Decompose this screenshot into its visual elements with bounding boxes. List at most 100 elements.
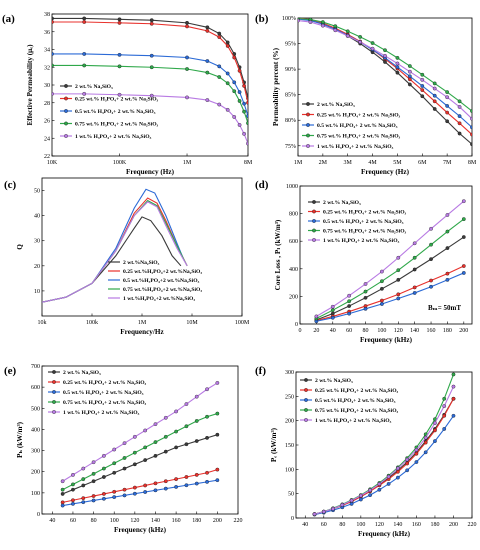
x-tick-label: 220 [468,522,477,528]
data-point [423,435,428,440]
data-point [122,493,127,498]
data-point [232,89,237,94]
data-point [396,475,400,480]
panel-label: (d) [255,179,269,191]
data-point [414,447,419,452]
data-point [205,387,209,392]
plot-frame [297,17,473,157]
data-point [237,123,242,127]
legend-marker-3 [306,123,310,127]
data-point [345,34,350,38]
data-point [368,488,372,493]
x-tick-label: 5M [393,160,402,166]
legend-marker-4 [304,408,308,412]
data-point [432,81,437,86]
data-point [184,424,189,429]
data-point [122,466,127,471]
data-point [205,25,210,30]
data-point [349,498,354,503]
y-tick-label: 700 [31,364,40,370]
data-point [432,93,437,98]
y-tick-label: 250 [285,394,294,400]
data-point [246,100,248,105]
series-line-1 [316,236,465,321]
data-point [91,460,96,465]
data-point [82,63,87,68]
data-point [407,69,412,74]
plot-frame [299,185,473,325]
legend-label-3: 0.5 wt.% H₃PO₄+ 2 wt.% Na₂SiO₃ [75,109,156,115]
data-point [217,64,222,69]
chart-panel-c: 10 20 30 40 50 10k 100k 1M 10M 100M Frequency/Hz Q (… [4,177,250,336]
data-point [405,468,410,473]
y-tick-label: 0 [37,512,40,518]
y-tick-label: 90% [285,67,296,73]
data-point [412,285,417,290]
y-tick-label: 85% [285,93,296,99]
legend-marker-3 [52,390,56,394]
data-point [60,492,65,496]
x-tick-label: 180 [443,328,452,334]
data-point [52,92,54,96]
data-point [149,21,154,26]
x-tick-label: 140 [151,518,160,524]
series-line-5 [316,200,465,317]
data-point [132,485,137,490]
plot-area [298,18,472,147]
panel-label: (f) [255,365,266,377]
x-tick-label: 10k [38,320,47,326]
data-point [370,41,375,45]
chart-panel-a: 22 24 26 28 30 32 34 36 38 10K 100K 1M 8M Frequency (… [2,12,253,176]
series-line-2 [62,469,218,503]
series-line-4 [52,64,248,124]
series-line-5 [62,382,218,482]
legend-label-1: 2 wt.% Na₂SiO₃ [317,102,355,108]
data-point [451,384,456,389]
legend-label-2: 0.25 wt.% H₃PO₄+ 2 wt.% Na₂SiO₃ [75,97,159,103]
data-point [194,439,199,443]
data-point [143,490,148,494]
data-point [185,24,189,29]
panel-label: (a) [2,13,15,25]
data-point [117,17,122,22]
data-point [470,132,472,137]
y-tick-label: 400 [289,267,298,273]
x-tick-label: 10M [186,320,198,326]
legend-marker-2 [64,96,68,101]
data-point [205,479,209,484]
y-tick-label: 500 [31,406,40,412]
data-point [442,404,447,408]
data-point [185,20,189,25]
data-point [71,501,75,506]
data-point [149,53,154,58]
x-tick-label: 3M [344,160,353,166]
data-point [102,475,106,479]
data-point [412,291,417,295]
data-point [217,31,222,36]
legend-marker-4 [64,121,68,126]
y-axis-label: Pₕ (kW/m³) [16,421,24,458]
data-point [377,487,382,492]
legend-label-4: 0.75 wt.% H₃PO₄+ 2 wt.% Na₂SiO₃ [75,122,159,128]
data-point [225,44,230,48]
data-point [363,306,368,311]
data-point [407,74,412,79]
data-point [81,500,86,505]
data-point [242,101,246,106]
series-line-1 [314,398,454,515]
data-point [184,442,189,447]
data-point [232,80,237,85]
data-point [122,456,127,460]
data-point [117,64,122,69]
legend-marker-5 [64,134,68,138]
data-point [445,271,450,276]
x-axis-label: Frequency (Hz) [126,168,175,176]
data-point [445,229,450,234]
data-point [370,46,375,51]
x-tick-label: 40 [302,522,308,528]
legend-marker-2 [306,112,310,117]
legend-label-3: 0.5 wt.%H₃PO₄+2 wt.%Na₂SiO₃ [123,278,200,284]
data-point [380,298,384,303]
data-point [149,18,154,23]
data-point [461,264,466,268]
